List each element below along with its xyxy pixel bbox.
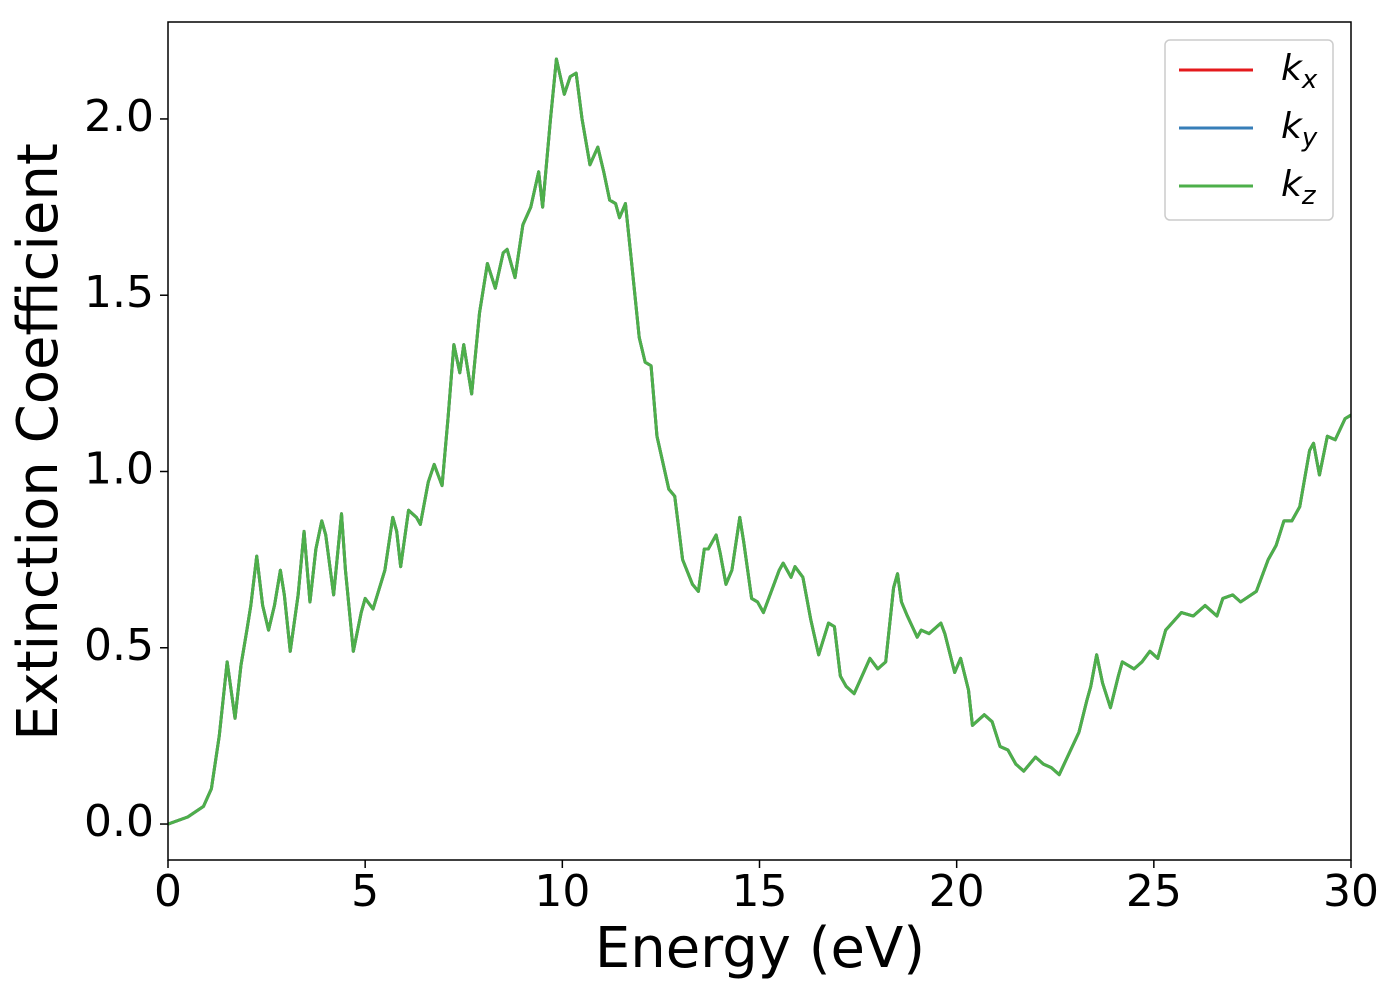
x-tick-label: 0 <box>154 866 182 917</box>
y-tick-label: 0.0 <box>84 796 154 847</box>
plot-frame <box>167 21 1352 861</box>
x-tick-label: 15 <box>732 866 788 917</box>
y-axis-label: Extinction Coefficient <box>6 143 71 741</box>
x-tick-label: 10 <box>534 866 590 917</box>
y-tick-label: 1.0 <box>84 443 154 494</box>
y-tick-label: 1.5 <box>84 267 154 318</box>
x-tick-label: 20 <box>929 866 985 917</box>
y-tick-label: 0.5 <box>84 620 154 671</box>
legend-box <box>1164 39 1334 221</box>
x-tick-label: 30 <box>1323 866 1379 917</box>
y-tick-label: 2.0 <box>84 91 154 142</box>
line-series <box>168 57 1351 826</box>
x-axis-label: Energy (eV) <box>595 916 925 981</box>
legend-label: kz <box>1281 164 1317 211</box>
legend-label: kx <box>1281 48 1318 95</box>
x-tick-label: 5 <box>351 866 379 917</box>
x-tick-label: 25 <box>1126 866 1182 917</box>
legend-label: ky <box>1281 106 1318 153</box>
